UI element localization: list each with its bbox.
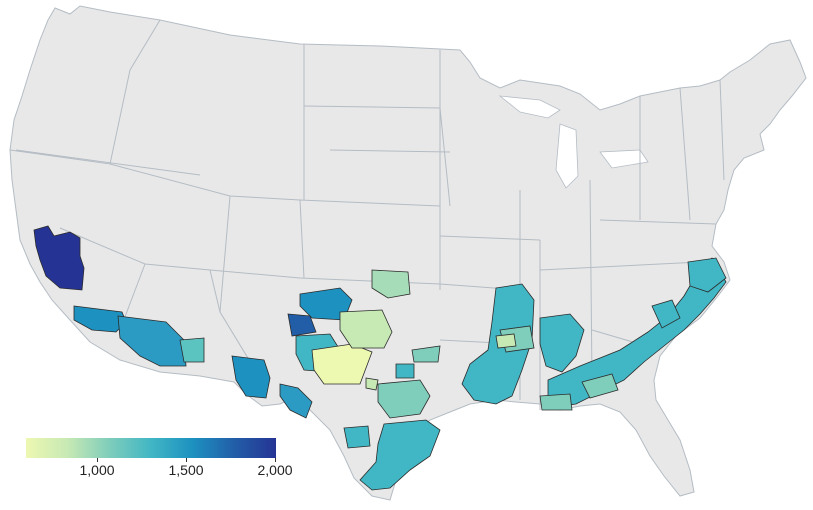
county-region-south-texas bbox=[343, 425, 371, 449]
legend-tick bbox=[275, 458, 276, 462]
county-region-arizona-central bbox=[117, 315, 187, 367]
county-region-panhandle-dark bbox=[287, 313, 317, 337]
county-region-central-texas-c bbox=[365, 377, 379, 391]
county-region-central-texas bbox=[377, 379, 431, 419]
county-region-california bbox=[33, 225, 85, 291]
county-region-arizona-west bbox=[73, 305, 127, 333]
county-region-carolina bbox=[651, 299, 681, 329]
county-region-virginia-nc bbox=[687, 257, 727, 293]
county-clusters bbox=[33, 225, 727, 491]
legend-tick bbox=[186, 458, 187, 462]
legend-gradient-bar bbox=[26, 438, 276, 458]
legend-tick bbox=[97, 458, 98, 462]
legend-tick-label: 1,500 bbox=[168, 462, 204, 478]
county-region-new-mexico bbox=[231, 355, 271, 399]
state-borders bbox=[9, 19, 725, 410]
county-region-arizona-east bbox=[179, 337, 205, 363]
county-region-georgia-light bbox=[581, 373, 619, 399]
county-region-trans-pecos bbox=[279, 383, 313, 419]
county-region-gulf-texas bbox=[359, 419, 441, 491]
county-region-delta-pale bbox=[495, 333, 517, 349]
great-lakes bbox=[498, 95, 649, 189]
county-region-north-texas bbox=[411, 345, 441, 363]
color-legend: 1,000 1,500 2,000 bbox=[26, 438, 293, 478]
county-region-alabama-west bbox=[539, 313, 585, 373]
county-region-florida-panhandle bbox=[539, 393, 573, 411]
legend-tick-label: 2,000 bbox=[257, 462, 293, 478]
legend-tick-label: 1,000 bbox=[79, 462, 115, 478]
county-region-oklahoma-sw bbox=[339, 309, 393, 349]
county-region-oklahoma-ne bbox=[371, 269, 411, 299]
county-region-central-texas-b bbox=[395, 363, 415, 379]
